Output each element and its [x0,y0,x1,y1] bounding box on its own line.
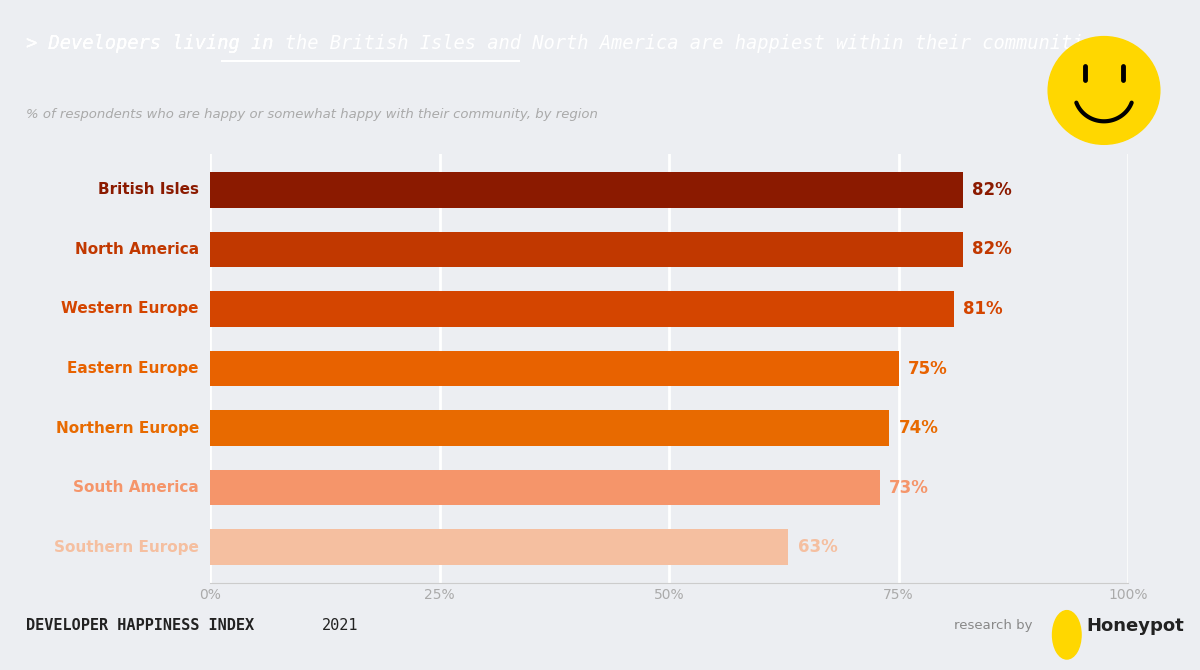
Bar [210,172,962,208]
Text: > Developers living in: > Developers living in [26,34,286,53]
Bar [210,529,788,565]
Text: > Developers living in the British Isles and North America: > Developers living in the British Isles… [26,34,679,53]
Text: 81%: 81% [962,300,1002,318]
Text: > Developers living in the British Isles and North America are happiest within t: > Developers living in the British Isles… [26,34,1117,53]
Bar [210,291,954,327]
Circle shape [1048,37,1160,144]
Text: % of respondents who are happy or somewhat happy with their community, by region: % of respondents who are happy or somewh… [26,108,599,121]
Text: DEVELOPER HAPPINESS INDEX: DEVELOPER HAPPINESS INDEX [26,618,254,633]
Text: 75%: 75% [907,360,948,377]
Bar [210,232,962,267]
Circle shape [1052,610,1081,659]
Text: Southern Europe: Southern Europe [54,539,199,555]
Text: 82%: 82% [972,241,1012,259]
Text: 2021: 2021 [322,618,358,633]
Text: South America: South America [73,480,199,495]
Text: 74%: 74% [899,419,938,437]
Text: Western Europe: Western Europe [61,302,199,316]
Text: 63%: 63% [798,538,838,556]
Text: > Developers living in: > Developers living in [26,34,286,53]
Text: 82%: 82% [972,181,1012,199]
Bar [210,470,880,505]
Text: Northern Europe: Northern Europe [55,421,199,436]
Text: Eastern Europe: Eastern Europe [67,361,199,376]
Text: North America: North America [74,242,199,257]
Text: 73%: 73% [889,478,929,496]
Text: British Isles: British Isles [98,182,199,198]
Bar [210,350,899,387]
Bar [210,410,889,446]
Text: Honeypot: Honeypot [1086,617,1183,634]
Text: research by: research by [954,619,1032,632]
